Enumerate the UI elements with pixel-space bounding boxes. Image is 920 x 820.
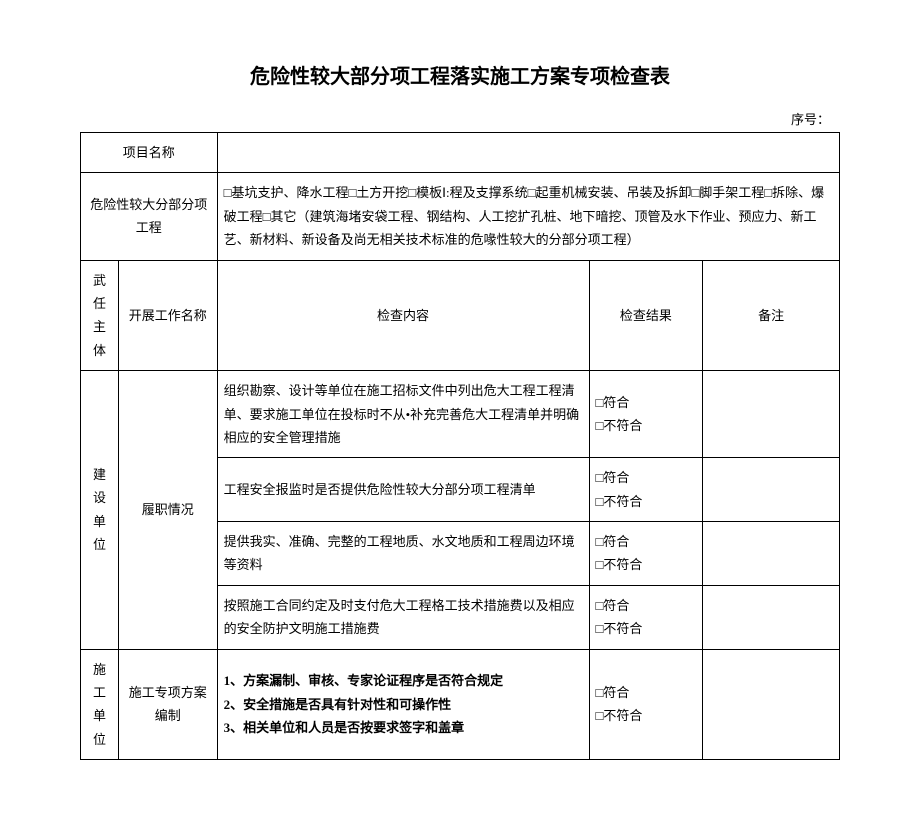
danger-scope-label: 危险性较大分部分项工程: [81, 173, 218, 260]
danger-scope-content: □基坑支护、降水工程□土方开挖□模板Ⅰ:程及支撑系统□起重机械安装、吊装及拆卸□…: [217, 173, 839, 260]
table-header-row: 武任主体 开展工作名称 检查内容 检查结果 备注: [81, 260, 840, 371]
table-row: 项目名称: [81, 133, 840, 173]
check-content: 工程安全报监时是否提供危险性较大分部分项工程清单: [217, 458, 589, 522]
project-name-value: [217, 133, 839, 173]
remark-cell: [703, 458, 840, 522]
table-row: 建设单位 履职情况 组织勘察、设计等单位在施工招标文件中列出危大工程工程清单、要…: [81, 371, 840, 458]
work-cell: 履职情况: [118, 371, 217, 650]
remark-cell: [703, 585, 840, 649]
project-name-label: 项目名称: [81, 133, 218, 173]
header-content: 检查内容: [217, 260, 589, 371]
remark-cell: [703, 649, 840, 760]
check-result: □符合□不符合: [589, 458, 703, 522]
remark-cell: [703, 522, 840, 586]
sequence-label: 序号：: [80, 109, 840, 128]
work-cell: 施工专项方案编制: [118, 649, 217, 760]
inspection-table: 项目名称 危险性较大分部分项工程 □基坑支护、降水工程□土方开挖□模板Ⅰ:程及支…: [80, 132, 840, 760]
check-result: □符合□不符合: [589, 522, 703, 586]
header-subject: 武任主体: [81, 260, 119, 371]
header-result: 检查结果: [589, 260, 703, 371]
page-title: 危险性较大部分项工程落实施工方案专项检查表: [80, 60, 840, 89]
table-row: 施工单位 施工专项方案编制 1、方案漏制、审核、专家论证程序是否符合规定2、安全…: [81, 649, 840, 760]
check-content: 按照施工合同约定及时支付危大工程格工技术措施费以及相应的安全防护文明施工措施费: [217, 585, 589, 649]
header-remark: 备注: [703, 260, 840, 371]
check-result: □符合□不符合: [589, 585, 703, 649]
check-content: 1、方案漏制、审核、专家论证程序是否符合规定2、安全措施是否具有针对性和可操作性…: [217, 649, 589, 760]
remark-cell: [703, 371, 840, 458]
subject-cell: 建设单位: [81, 371, 119, 650]
header-work: 开展工作名称: [118, 260, 217, 371]
check-result: □符合□不符合: [589, 649, 703, 760]
subject-cell: 施工单位: [81, 649, 119, 760]
check-content: 组织勘察、设计等单位在施工招标文件中列出危大工程工程清单、要求施工单位在投标时不…: [217, 371, 589, 458]
check-result: □符合□不符合: [589, 371, 703, 458]
check-content: 提供我实、准确、完整的工程地质、水文地质和工程周边环境等资料: [217, 522, 589, 586]
table-row: 危险性较大分部分项工程 □基坑支护、降水工程□土方开挖□模板Ⅰ:程及支撑系统□起…: [81, 173, 840, 260]
